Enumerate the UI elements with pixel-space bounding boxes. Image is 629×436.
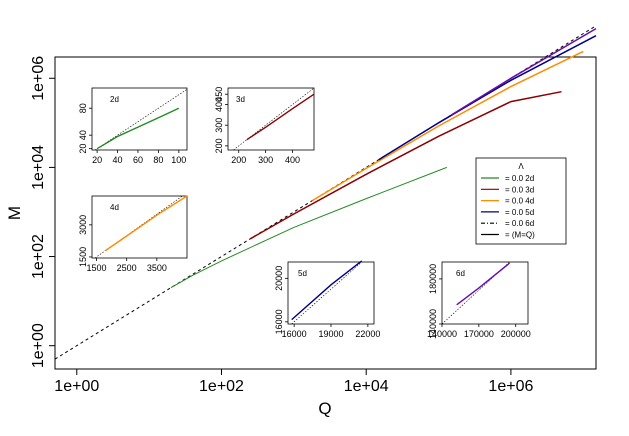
inset-2d-y-tick-label: 40: [78, 130, 88, 140]
inset-3d-ref-line: [233, 87, 315, 151]
inset-5d-curve: [291, 260, 363, 321]
inset-5d-title: 5d: [298, 269, 307, 278]
plot-frame: [54, 56, 597, 370]
inset-2d-x-tick-label: 80: [153, 155, 163, 165]
inset-6d-y-tick-label: 180000: [428, 264, 438, 294]
y-tick-label: 1e+06: [30, 56, 47, 101]
inset-2d: 2d 20 40 60 80 100 20 40 80: [78, 87, 188, 165]
series-line-6d: [450, 27, 597, 116]
y-tick-label: 1e+00: [30, 323, 47, 368]
inset-5d-y-tick-label: 16000: [274, 309, 284, 334]
inset-2d-x-tick-label: 60: [133, 155, 143, 165]
legend-label: = 0.0 5d: [505, 208, 534, 217]
inset-3d-x-tick-label: 300: [258, 155, 273, 165]
inset-2d-x-tick-label: 20: [92, 155, 102, 165]
inset-3d-x-tick-label: 400: [285, 155, 300, 165]
x-axis-label: Q: [318, 399, 331, 418]
inset-2d-x-tick-label: 100: [171, 155, 186, 165]
series-line-4d: [311, 50, 584, 202]
y-axis-ticks: 1e+00 1e+02 1e+04 1e+06: [30, 56, 55, 368]
inset-5d-frame: [287, 261, 375, 325]
inset-2d-x-tick-label: 40: [113, 155, 123, 165]
inset-4d-y-tick-label: 3000: [78, 215, 88, 235]
inset-6d-frame: [441, 261, 529, 325]
inset-3d-curve: [246, 93, 315, 141]
inset-5d-x-tick-label: 19000: [318, 329, 343, 339]
legend-label: = 0.0 2d: [505, 174, 534, 183]
x-tick-label: 1e+00: [54, 378, 99, 395]
inset-5d-x-tick-label: 22000: [355, 329, 380, 339]
inset-6d-x-tick-label: 200000: [501, 329, 531, 339]
inset-6d-curve: [456, 262, 511, 306]
inset-4d: 4d 1500 2500 3500 1500 3000: [78, 195, 188, 273]
series-line-5d: [378, 35, 597, 161]
inset-2d-frame: [91, 87, 188, 151]
inset-4d-x-tick-label: 3500: [147, 263, 167, 273]
inset-5d-ref-line: [291, 261, 362, 325]
inset-6d-x-tick-label: 140000: [427, 329, 457, 339]
inset-3d-y-tick-label: 400: [214, 97, 224, 112]
inset-6d-y-tick-label: 140000: [428, 309, 438, 339]
inset-3d-y-tick-label: 200: [214, 138, 224, 153]
inset-3d-frame: [227, 87, 315, 151]
y-axis-label: M: [5, 206, 24, 220]
inset-2d-y-tick-label: 20: [78, 144, 88, 154]
inset-6d: 6d 140000 170000 200000 140000 180000: [427, 261, 531, 339]
inset-4d-y-tick-label: 1500: [78, 247, 88, 267]
inset-2d-title: 2d: [110, 95, 119, 104]
inset-6d-x-tick-label: 170000: [464, 329, 494, 339]
inset-4d-x-tick-label: 1500: [87, 263, 107, 273]
inset-3d-title: 3d: [236, 95, 245, 104]
inset-3d-y-tick-label: 300: [214, 118, 224, 133]
inset-4d-curve: [105, 195, 188, 252]
legend-label: = 0.0 4d: [505, 197, 534, 206]
y-tick-label: 1e+02: [30, 234, 47, 279]
inset-3d-x-tick-label: 200: [231, 155, 246, 165]
legend-title: Λ: [518, 162, 524, 171]
y-tick-label: 1e+04: [30, 145, 47, 190]
x-axis-ticks: 1e+00 1e+02 1e+04 1e+06: [54, 369, 533, 395]
legend-label: = (M=Q): [505, 231, 535, 240]
series-line-3d: [249, 90, 562, 240]
inset-2d-ref-line: [94, 89, 188, 151]
series-layer: [54, 25, 597, 360]
legend: Λ = 0.0 2d = 0.0 3d = 0.0 4d = 0.0 5d = 0.0 …: [475, 157, 567, 245]
legend-label: = 0.0 3d: [505, 185, 534, 194]
inset-4d-title: 4d: [110, 203, 119, 212]
x-tick-label: 1e+06: [488, 378, 533, 395]
inset-2d-curve: [96, 107, 180, 150]
inset-5d-x-tick-label: 16000: [282, 329, 307, 339]
inset-6d-title: 6d: [456, 269, 465, 278]
series-line-2d: [170, 166, 447, 289]
legend-label: = 0.0 6d: [505, 219, 534, 228]
inset-3d-y-tick-label: 450: [214, 87, 224, 102]
x-tick-label: 1e+02: [199, 378, 244, 395]
inset-4d-x-tick-label: 2500: [117, 263, 137, 273]
inset-5d: 5d 16000 19000 22000 16000 20000: [274, 260, 380, 339]
x-tick-label: 1e+04: [344, 378, 389, 395]
inset-5d-y-tick-label: 20000: [274, 266, 284, 291]
inset-2d-y-tick-label: 80: [78, 103, 88, 113]
